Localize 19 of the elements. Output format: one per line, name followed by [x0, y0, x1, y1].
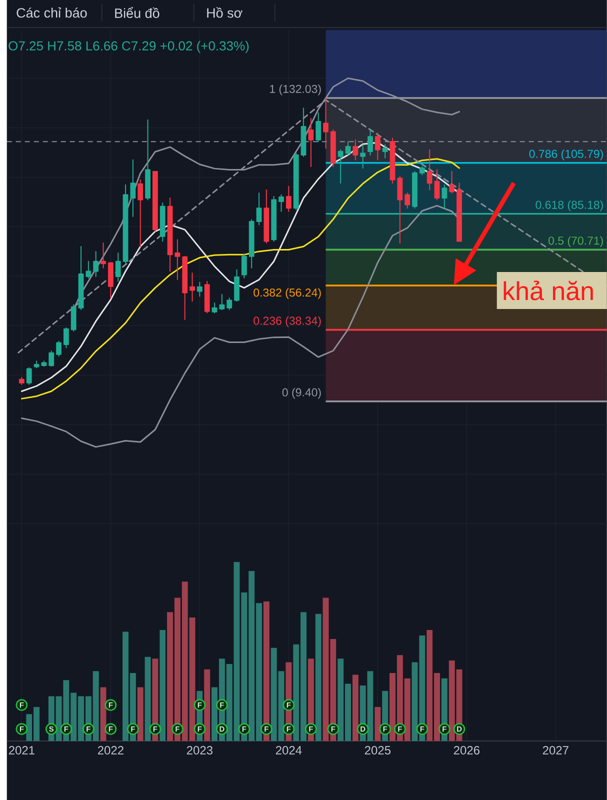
ref-line-label: 0.786 (105.79)	[529, 149, 603, 160]
ref-line-label: 0.5 (70.71)	[548, 236, 603, 247]
x-tick-label: 2021	[8, 746, 34, 755]
x-tick-label: 2022	[98, 746, 124, 755]
x-tick-label: 2026	[454, 746, 480, 755]
ref-line-label: 0.236 (38.34)	[253, 316, 321, 328]
text: Biểu đồ	[115, 6, 160, 18]
ref-line-label: 0 (9.40)	[282, 388, 321, 399]
ref-line-label: 0.382 (56.24)	[253, 288, 321, 299]
x-tick-label: 2025	[364, 746, 390, 755]
text: Các chỉ báo	[16, 7, 87, 18]
x-tick-label: 2027	[542, 746, 568, 755]
x-tick-label: 2024	[276, 746, 302, 755]
text: Hồ sơ	[207, 7, 242, 18]
text: O7.25 H7.58 L6.66 C7.29 +0.02 (+0.33%)	[8, 40, 248, 54]
ref-line-label: 1 (132.03)	[270, 84, 321, 96]
annotation: khả năn	[504, 280, 593, 300]
ref-line-label: 0.618 (85.18)	[536, 200, 603, 212]
x-tick-label: 2023	[186, 746, 212, 755]
